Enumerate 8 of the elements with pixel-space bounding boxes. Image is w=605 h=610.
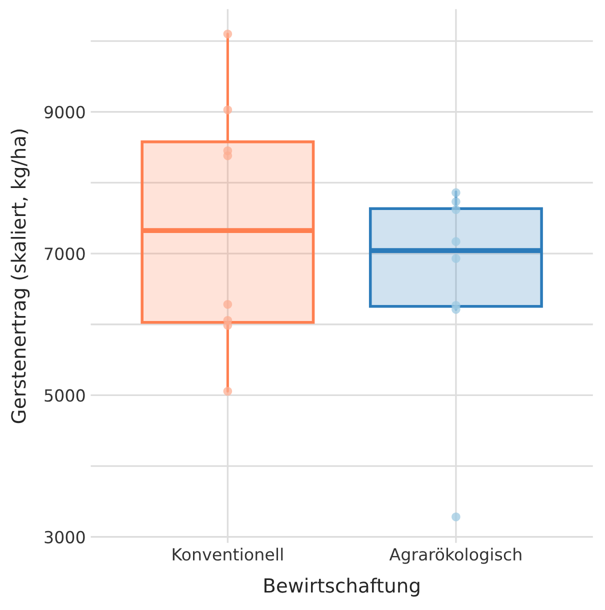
x-tick-label: Konventionell	[172, 548, 283, 561]
y-tick-label: 9000	[44, 106, 85, 118]
y-tick-label: 3000	[44, 530, 85, 544]
x-tick-label: Agrarökologisch	[389, 548, 522, 564]
x-axis-title: Bewirtschaftung	[264, 578, 420, 597]
y-axis-title: Gerstenertrag (skaliert, kg/ha)	[10, 130, 30, 424]
y-tick-label: 5000	[44, 389, 85, 402]
y-tick-label: 7000	[44, 247, 85, 260]
